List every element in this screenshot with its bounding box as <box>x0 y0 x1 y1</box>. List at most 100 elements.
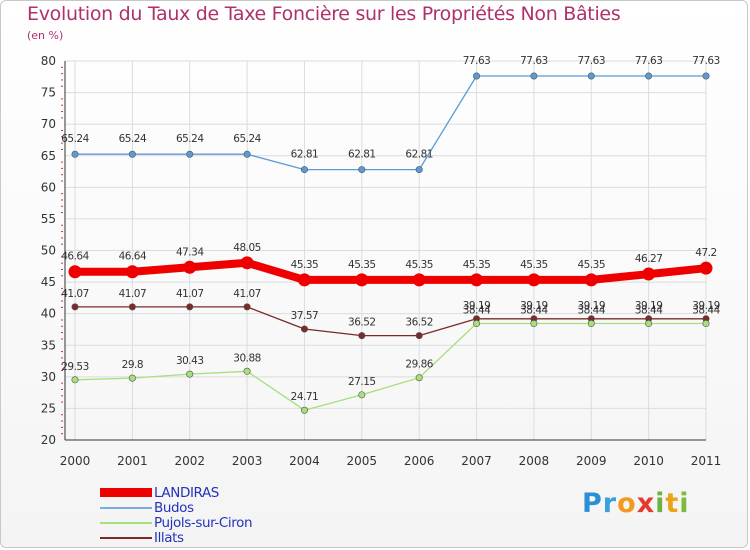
data-label: 38.44 <box>577 305 605 317</box>
data-label: 65.24 <box>119 133 147 145</box>
logo-letter: o <box>617 488 637 519</box>
data-point <box>128 374 136 382</box>
data-point <box>642 267 656 281</box>
data-point <box>186 370 194 378</box>
data-point <box>243 150 251 158</box>
data-point <box>355 273 369 287</box>
data-label: 29.53 <box>61 361 89 373</box>
data-label: 62.81 <box>291 149 319 161</box>
data-label: 39.19 <box>635 300 663 312</box>
y-tick-label: 80 <box>41 54 56 68</box>
data-label: 39.19 <box>577 300 605 312</box>
legend-item-budos: Budos <box>100 500 252 516</box>
legend-label: Pujols-sur-Ciron <box>154 514 253 531</box>
data-label: 46.64 <box>61 251 89 263</box>
data-point <box>415 332 423 340</box>
legend-item-landiras: LANDIRAS <box>100 484 252 501</box>
data-label: 27.15 <box>348 376 376 388</box>
y-tick-label: 55 <box>41 212 56 226</box>
y-tick-label: 50 <box>41 244 56 258</box>
data-point <box>702 72 710 80</box>
legend-swatch <box>100 506 152 509</box>
x-tick-label: 2007 <box>461 454 492 468</box>
x-tick-label: 2000 <box>60 454 91 468</box>
data-label: 45.35 <box>405 259 433 271</box>
data-point <box>125 265 139 279</box>
data-point <box>699 261 713 275</box>
y-tick-label: 30 <box>41 370 56 384</box>
data-point <box>300 406 308 414</box>
y-tick-label: 25 <box>41 401 56 415</box>
data-point <box>412 273 426 287</box>
legend-label: Illats <box>154 529 184 546</box>
series-line-illats <box>74 306 707 337</box>
data-point <box>645 72 653 80</box>
data-point <box>473 320 481 328</box>
data-point <box>128 303 136 311</box>
data-point <box>71 303 79 311</box>
data-label: 77.63 <box>577 55 605 67</box>
series-line-budos <box>74 75 707 171</box>
proxiti-logo: Proxiti <box>582 488 690 519</box>
x-tick-label: 2006 <box>404 454 435 468</box>
data-label: 38.44 <box>520 305 548 317</box>
logo-letter: r <box>602 488 618 519</box>
data-label: 39.19 <box>463 300 491 312</box>
data-point <box>358 166 366 174</box>
data-label: 41.07 <box>61 288 89 300</box>
legend-item-illats: Illats <box>100 529 252 546</box>
data-point <box>358 332 366 340</box>
data-label: 45.35 <box>348 259 376 271</box>
x-tick-label: 2009 <box>576 454 607 468</box>
data-point <box>128 150 136 158</box>
y-tick-label: 35 <box>41 338 56 352</box>
legend-swatch <box>100 536 152 539</box>
data-point <box>584 273 598 287</box>
legend-label: LANDIRAS <box>154 484 219 501</box>
legend-swatch <box>100 521 152 524</box>
data-point <box>297 273 311 287</box>
data-point <box>645 320 653 328</box>
data-label: 38.44 <box>692 305 720 317</box>
data-label: 45.35 <box>577 259 605 271</box>
data-point <box>415 374 423 382</box>
data-label: 29.8 <box>122 359 143 371</box>
data-point <box>415 166 423 174</box>
data-label: 62.81 <box>348 149 376 161</box>
x-tick-label: 2001 <box>117 454 148 468</box>
data-label: 77.63 <box>463 55 491 67</box>
x-tick-label: 2010 <box>633 454 664 468</box>
legend-swatch <box>100 488 152 497</box>
data-label: 39.19 <box>520 300 548 312</box>
data-point <box>240 256 254 270</box>
data-point <box>243 367 251 375</box>
data-label: 65.24 <box>61 133 89 145</box>
data-label: 36.52 <box>348 317 376 329</box>
y-tick-label: 65 <box>41 149 56 163</box>
chart-title: Evolution du Taux de Taxe Foncière sur l… <box>27 3 621 25</box>
data-label: 29.86 <box>405 359 433 371</box>
data-point <box>527 273 541 287</box>
data-point <box>587 72 595 80</box>
data-point <box>473 72 481 80</box>
data-point <box>68 265 82 279</box>
logo-letter: P <box>582 488 603 519</box>
y-tick-label: 75 <box>41 86 56 100</box>
data-label: 46.27 <box>635 253 663 265</box>
logo-letter: i <box>655 488 666 519</box>
logo-letter: x <box>636 488 656 519</box>
data-point <box>300 325 308 333</box>
x-tick-label: 2011 <box>691 454 722 468</box>
y-tick-label: 45 <box>41 275 56 289</box>
y-tick-label: 60 <box>41 180 56 194</box>
x-tick-label: 2005 <box>347 454 378 468</box>
data-label: 41.07 <box>233 288 261 300</box>
data-point <box>71 376 79 384</box>
data-label: 24.71 <box>291 391 319 403</box>
data-label: 65.24 <box>176 133 204 145</box>
data-point <box>183 260 197 274</box>
y-axis-unit-label: (en %) <box>27 29 64 42</box>
data-label: 47.34 <box>176 246 204 258</box>
x-tick-label: 2008 <box>519 454 550 468</box>
